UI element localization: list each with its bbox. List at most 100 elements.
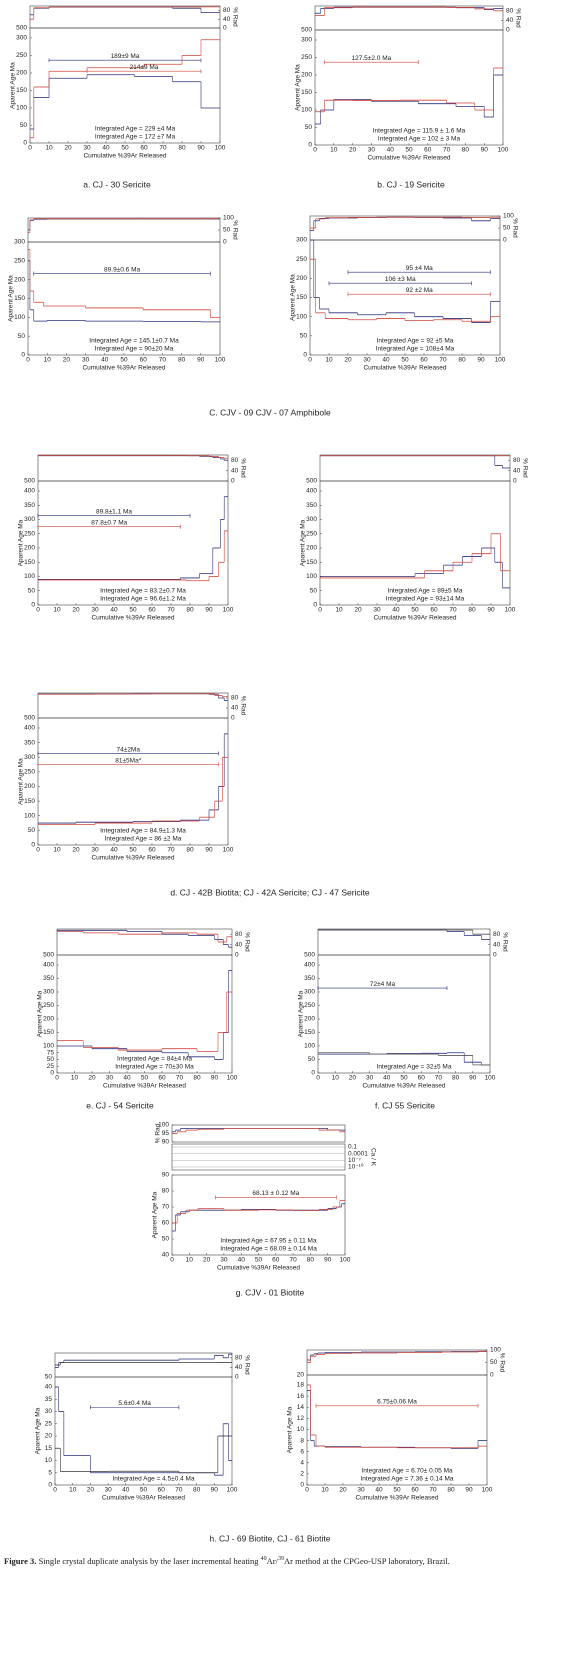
x-tick-label: 10 (53, 607, 61, 614)
plateau-label: 87.8±0.7 Ma (91, 519, 127, 526)
y-tick-label: 100 (24, 812, 35, 819)
integrated-age: Integrated Age = 84.9±1.3 Ma (100, 828, 186, 835)
x-tick-label: 0 (55, 1075, 59, 1082)
cak-frame (171, 1143, 346, 1171)
x-tick-label: 90 (211, 1487, 219, 1494)
rad-tick-label: 0 (506, 27, 510, 34)
rad-tick-label: 100 (503, 213, 514, 220)
rad-tick-label: 95 (162, 1130, 170, 1137)
x-tick-label: 60 (148, 847, 156, 854)
integrated-age: Integrated Age = 84±4 Ma (117, 1056, 192, 1063)
plateau-label: 127.5±2.0 Ma (352, 55, 392, 62)
y-tick-label: 200 (24, 783, 35, 790)
y-tick-label: 350 (43, 975, 54, 982)
x-tick-label: 0 (316, 1075, 320, 1082)
rad-tick-label: 80 (231, 457, 239, 464)
rad-tick-label: 0 (223, 239, 227, 246)
rad-tick-label: 40 (493, 941, 501, 948)
x-tick-label: 0 (318, 607, 322, 614)
x-tick-label: 80 (307, 1257, 315, 1264)
y-tick-label: 80 (162, 1188, 170, 1195)
x-tick-label: 30 (363, 357, 371, 364)
y-tick-label: 0 (21, 352, 25, 359)
y-tick-label: 0 (50, 1070, 54, 1077)
rad-tick-label: 0 (235, 952, 239, 959)
y-tick-label: 4 (300, 1459, 304, 1466)
cak-label: 0.1 (348, 1144, 357, 1151)
y-tick-label: 200 (16, 70, 27, 77)
integrated-age: Integrated Age = 102 ± 3 Ma (378, 136, 461, 143)
y-axis-label: Aparent Age Ma (37, 990, 44, 1037)
x-tick-label: 20 (354, 607, 362, 614)
y-tick-label: 100 (301, 107, 312, 114)
rad-tick-label: 40 (506, 17, 514, 24)
x-tick-label: 80 (462, 147, 470, 154)
y-tick-label: 0 (308, 142, 312, 149)
x-tick-label: 20 (63, 357, 71, 364)
x-tick-label: 100 (227, 1075, 238, 1082)
y-axis-label: Aparent Age Ma (35, 1407, 42, 1454)
y-tick-label: 12 (297, 1415, 305, 1422)
x-tick-label: 50 (405, 147, 413, 154)
y-tick-label: 200 (304, 1016, 315, 1023)
x-tick-label: 60 (158, 1487, 166, 1494)
x-tick-label: 50 (400, 1075, 408, 1082)
integrated-age: Integrated Age = 89±5 Ma (388, 588, 463, 595)
x-axis-label: Cumulative %39Ar Released (217, 1265, 300, 1272)
x-tick-label: 30 (368, 147, 376, 154)
plateau-label: 6.75±0.06 Ma (377, 1399, 417, 1406)
rad-tick-label: 40 (223, 16, 231, 23)
integrated-age: Integrated Age = 92 ±5 Ma (377, 338, 454, 345)
rad-tick-label: 0 (503, 237, 507, 244)
integrated-age: Integrated Age = 68.09 ± 0.14 Ma (220, 1246, 317, 1253)
x-tick-label: 80 (186, 607, 194, 614)
integrated-age: Integrated Age = 86 ±2 Ma (105, 836, 182, 843)
y-tick-label: 150 (304, 1029, 315, 1036)
y-tick-label: 100 (306, 573, 317, 580)
y-tick-label: 350 (24, 739, 35, 746)
y-tick-label: 300 (24, 516, 35, 523)
y-tick-label: 0 (303, 352, 307, 359)
y-tick-label: 0 (23, 140, 27, 147)
integrated-age: Integrated Age = 7.36 ± 0.14 Ma (360, 1476, 453, 1483)
cak-axis-label: Ca / K (369, 1148, 376, 1167)
x-tick-label: 30 (220, 1257, 228, 1264)
x-tick-label: 70 (176, 1075, 184, 1082)
rad-tick-label: 80 (513, 457, 521, 464)
x-tick-label: 10 (330, 147, 338, 154)
y-tick-label: 300 (306, 516, 317, 523)
plateau-label: 189±9 Ma (111, 53, 140, 60)
rad-tick-label: 0 (231, 715, 235, 722)
y-axis-label: Aparent Age Ma (10, 62, 17, 109)
x-tick-label: 50 (129, 607, 137, 614)
rad-tick-label: 80 (493, 931, 501, 938)
rad-tick-label: 100 (158, 1122, 169, 1129)
y-tick-label: 100 (16, 105, 27, 112)
rad-tick-label: 40 (235, 1364, 243, 1371)
caption-text: Single crystal duplicate analysis by the… (36, 1556, 260, 1566)
rad-tick-label: 40 (513, 467, 521, 474)
y-tick-label: 5 (48, 1469, 52, 1476)
plateau-label: 95 ±4 Ma (406, 265, 433, 272)
x-tick-label: 70 (289, 1257, 297, 1264)
x-tick-label: 80 (178, 145, 186, 152)
y-tick-label: 0 (31, 842, 35, 849)
rad-tick-label: 90 (162, 1139, 170, 1146)
x-tick-label: 100 (485, 1075, 496, 1082)
plateau-label: 92 ±2 Ma (406, 287, 433, 294)
x-tick-label: 0 (28, 145, 32, 152)
x-tick-label: 10 (44, 357, 52, 364)
x-tick-label: 60 (148, 607, 156, 614)
x-tick-label: 0 (36, 607, 40, 614)
rad-tick-label: 0 (490, 1372, 494, 1379)
y-tick-label: 90 (162, 1172, 170, 1179)
break-label: 500 (16, 25, 27, 32)
rad-axis-label: % Rad (498, 1353, 505, 1373)
plateau-label: 72±4 Ma (370, 981, 396, 988)
x-tick-label: 90 (469, 1075, 477, 1082)
x-tick-label: 100 (215, 145, 226, 152)
y-tick-label: 250 (304, 1002, 315, 1009)
y-tick-label: 60 (162, 1220, 170, 1227)
x-tick-label: 90 (205, 847, 213, 854)
x-axis-label: Cumulative %39Ar Released (355, 1495, 438, 1502)
